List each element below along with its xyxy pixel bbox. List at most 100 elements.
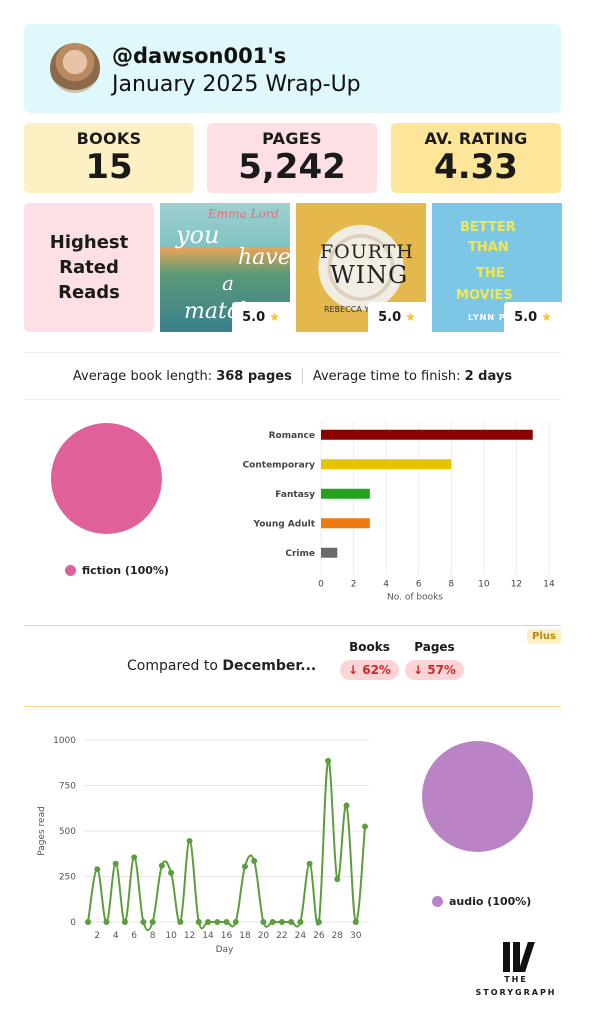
stat-books-label: BOOKS [76,129,142,148]
x-tick-label: 10 [165,931,177,941]
x-tick-label: 4 [113,931,119,941]
wrapup-title: January 2025 Wrap-Up [112,72,361,97]
y-axis-label: Pages read [37,806,47,856]
cover-title-word: WING [330,261,409,289]
point-day-16 [223,919,230,925]
rating-value: 5.0 [242,309,266,325]
comparison-section: Plus Compared to December... Books ↓ 62%… [24,625,561,707]
stat-pages-value: 5,242 [238,147,346,187]
point-day-24 [297,919,304,925]
x-tick-label: 24 [295,931,307,941]
storygraph-logo[interactable]: THE STORYGRAPH [472,942,560,998]
cover-title-word: have [238,245,290,270]
x-tick-label: 4 [383,580,389,590]
x-tick-label: 6 [131,931,137,941]
y-tick-label: 250 [59,873,76,883]
point-day-2 [94,866,101,873]
point-day-3 [103,919,110,925]
avatar[interactable] [50,43,100,93]
point-day-12 [186,838,193,845]
audio-legend: audio (100%) [432,895,531,908]
x-axis-label: Day [216,945,234,955]
fiction-pie-slice[interactable] [51,423,162,534]
cover-title-word: a [222,271,234,295]
pages-change: Pages ↓ 57% [405,640,464,680]
x-tick-label: 2 [94,931,100,941]
comparison-text: Compared to December... [127,658,316,674]
pages-line [87,759,366,932]
cover-title-word: THAN [468,240,509,255]
x-tick-label: 8 [150,931,156,941]
legend-dot [432,896,443,907]
point-day-4 [112,860,119,867]
point-day-15 [214,919,221,925]
wrapup-header: @dawson001's January 2025 Wrap-Up [24,24,561,113]
point-day-9 [158,862,165,869]
x-tick-label: 12 [511,580,522,590]
point-day-26 [315,919,322,925]
point-day-8 [149,919,156,925]
x-tick-label: 20 [258,931,270,941]
avg-length-label: Average book length: [72,368,213,384]
x-tick-label: 22 [276,931,287,941]
x-tick-label: 14 [202,931,214,941]
x-tick-label: 26 [313,931,325,941]
comparison-month: December... [222,658,317,674]
star-icon: ★ [269,310,280,324]
book-cover-better-than-the-movies[interactable]: BETTER THAN THE MOVIES LYNN PAI 5.0 ★ [432,203,562,332]
books-change: Books ↓ 62% [340,640,399,680]
cover-title-word: FOURTH [320,241,414,263]
x-tick-label: 18 [239,931,251,941]
pages-change-value: ↓ 57% [405,660,464,680]
cover-author: REBECCA Y [324,305,370,314]
y-tick-label: 1000 [53,736,76,746]
point-day-17 [232,919,239,925]
cover-title-word: you [176,221,220,249]
y-tick-label: 500 [59,827,76,837]
category-label: Contemporary [243,460,316,470]
x-tick-label: 12 [184,931,195,941]
x-tick-label: 14 [543,580,555,590]
point-day-25 [306,860,313,867]
avg-length-value: 368 pages [216,368,292,384]
category-label: Fantasy [275,490,315,500]
x-tick-label: 6 [416,580,422,590]
bar-fantasy [321,488,370,499]
fiction-legend: fiction (100%) [65,564,169,577]
point-day-22 [278,919,285,925]
stat-pages: PAGES 5,242 [207,123,377,193]
bar-contemporary [321,459,452,470]
rating-value: 5.0 [378,309,402,325]
book-rating: 5.0 ★ [232,302,290,332]
star-icon: ★ [541,310,552,324]
x-tick-label: 0 [318,580,324,590]
bar-young-adult [321,518,370,529]
point-day-6 [131,854,138,861]
x-axis-label: No. of books [387,593,443,603]
point-day-11 [177,919,184,925]
x-tick-label: 2 [351,580,357,590]
audio-pie-slice[interactable] [422,741,533,852]
point-day-19 [251,858,258,865]
rating-value: 5.0 [514,309,538,325]
point-day-20 [260,919,267,925]
point-day-28 [334,876,341,883]
star-icon: ★ [405,310,416,324]
point-day-29 [343,802,350,809]
point-day-23 [288,919,295,925]
category-label: Crime [285,549,315,559]
cover-title-word: BETTER [460,220,516,235]
username: @dawson001's [112,44,287,68]
bar-romance [321,429,533,440]
point-day-5 [121,919,128,925]
bar-crime [321,547,338,558]
book-cover-fourth-wing[interactable]: FOURTH WING REBECCA Y 5.0 ★ [296,203,426,332]
book-rating: 5.0 ★ [504,302,562,332]
y-tick-label: 750 [59,782,76,792]
book-cover-you-have-a-match[interactable]: Emma Lord you have a match 5.0 ★ [160,203,290,332]
point-day-27 [325,757,332,764]
audio-legend-label: audio (100%) [449,895,532,908]
genre-bar-chart: 0 2 4 6 8 10 12 14 Romance Contemporary Fantasy You… [243,421,555,603]
point-day-14 [205,919,212,925]
point-day-30 [352,919,359,925]
